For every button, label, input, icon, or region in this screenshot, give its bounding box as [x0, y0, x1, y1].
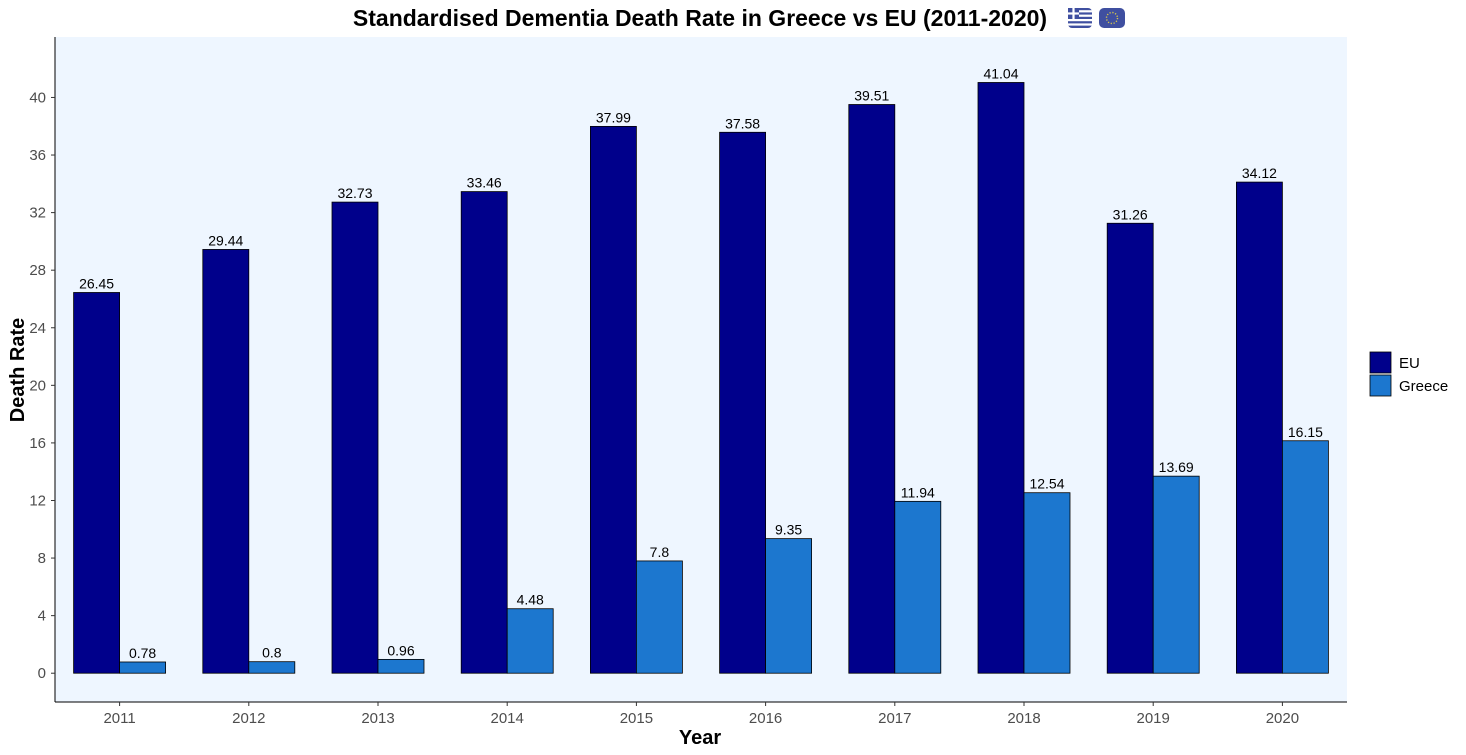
data-label-greece-2013: 0.96 — [387, 642, 414, 658]
data-label-greece-2017: 11.94 — [901, 484, 935, 500]
data-label-greece-2020: 16.15 — [1288, 424, 1323, 440]
data-label-greece-2019: 13.69 — [1159, 459, 1194, 475]
data-label-eu-2017: 39.51 — [854, 88, 889, 104]
bar-eu-2019 — [1106, 222, 1154, 674]
x-tick-label-2020: 2020 — [1266, 710, 1299, 727]
y-tick-label-4: 4 — [38, 608, 46, 625]
data-labels-layer: 26.45 0.78 29.44 0.8 32.73 0.96 33.46 4.48 37.99… — [79, 65, 1323, 661]
bars-layer — [73, 82, 1329, 674]
bar-greece-2019 — [1152, 475, 1200, 674]
eu-flag-icon — [1099, 8, 1125, 28]
greece-flag-icon — [1068, 8, 1092, 28]
bar-greece-2018 — [1023, 492, 1071, 674]
y-tick-label-40: 40 — [29, 89, 46, 106]
data-label-eu-2019: 31.26 — [1113, 206, 1148, 222]
bar-greece-2013 — [377, 658, 425, 674]
bar-greece-2017 — [894, 500, 942, 674]
y-tick-label-24: 24 — [29, 320, 46, 337]
legend-key-greece — [1369, 374, 1392, 397]
legend-label-greece: Greece — [1399, 378, 1448, 395]
y-axis-title: Death Rate — [7, 318, 29, 422]
y-tick-label-28: 28 — [29, 262, 46, 279]
data-label-eu-2013: 32.73 — [337, 185, 372, 201]
chart-title: Standardised Dementia Death Rate in Gree… — [353, 5, 1047, 31]
x-tick-label-2017: 2017 — [878, 710, 911, 727]
bar-greece-2016 — [765, 538, 812, 674]
data-label-greece-2014: 4.48 — [517, 592, 544, 608]
bar-greece-2020 — [1282, 440, 1329, 674]
bar-greece-2012 — [248, 661, 296, 674]
bar-eu-2018 — [977, 82, 1025, 674]
x-axis-title: Year — [679, 727, 721, 749]
bar-eu-2012 — [202, 249, 250, 674]
bar-greece-2014 — [506, 608, 554, 674]
data-label-eu-2011: 26.45 — [79, 275, 114, 291]
data-label-eu-2020: 34.12 — [1242, 165, 1277, 181]
legend-key-eu — [1369, 351, 1392, 374]
bar-eu-2015 — [590, 125, 637, 674]
y-tick-label-36: 36 — [29, 147, 46, 164]
bar-eu-2011 — [73, 292, 120, 674]
x-tick-label-2011: 2011 — [103, 710, 135, 727]
bar-greece-2015 — [636, 560, 683, 674]
bar-eu-2016 — [719, 131, 766, 674]
y-tick-label-16: 16 — [29, 435, 46, 452]
bar-eu-2020 — [1236, 181, 1283, 674]
data-label-greece-2015: 7.8 — [650, 544, 670, 560]
x-tick-label-2019: 2019 — [1137, 710, 1170, 727]
data-label-eu-2012: 29.44 — [208, 232, 243, 248]
y-tick-label-32: 32 — [29, 205, 46, 222]
y-tick-label-12: 12 — [29, 492, 46, 509]
y-tick-label-0: 0 — [38, 665, 46, 682]
bar-eu-2014 — [460, 191, 508, 674]
x-tick-label-2015: 2015 — [620, 710, 653, 727]
bar-eu-2017 — [848, 104, 896, 674]
data-label-greece-2016: 9.35 — [775, 522, 802, 538]
y-ticks: 0 4 8 12 16 20 24 28 32 36 40 — [29, 89, 55, 682]
y-tick-label-8: 8 — [38, 550, 46, 567]
data-label-greece-2018: 12.54 — [1029, 476, 1064, 492]
x-tick-label-2013: 2013 — [361, 710, 394, 727]
y-tick-label-20: 20 — [29, 377, 46, 394]
bar-eu-2013 — [331, 201, 379, 674]
bar-greece-2011 — [119, 661, 166, 674]
data-label-greece-2011: 0.78 — [129, 645, 156, 661]
legend-label-eu: EU — [1399, 355, 1420, 372]
data-label-eu-2014: 33.46 — [467, 175, 502, 191]
x-tick-label-2014: 2014 — [491, 710, 524, 727]
x-tick-label-2016: 2016 — [749, 710, 782, 727]
data-label-eu-2015: 37.99 — [596, 109, 631, 125]
x-tick-label-2018: 2018 — [1007, 710, 1040, 727]
data-label-greece-2012: 0.8 — [262, 645, 282, 661]
x-ticks: 2011 2012 2013 2014 2015 2016 2017 2018 2019 2020 — [103, 702, 1299, 727]
x-tick-label-2012: 2012 — [232, 710, 265, 727]
data-label-eu-2018: 41.04 — [983, 65, 1018, 81]
data-label-eu-2016: 37.58 — [725, 115, 760, 131]
legend: EU Greece — [1369, 351, 1448, 397]
